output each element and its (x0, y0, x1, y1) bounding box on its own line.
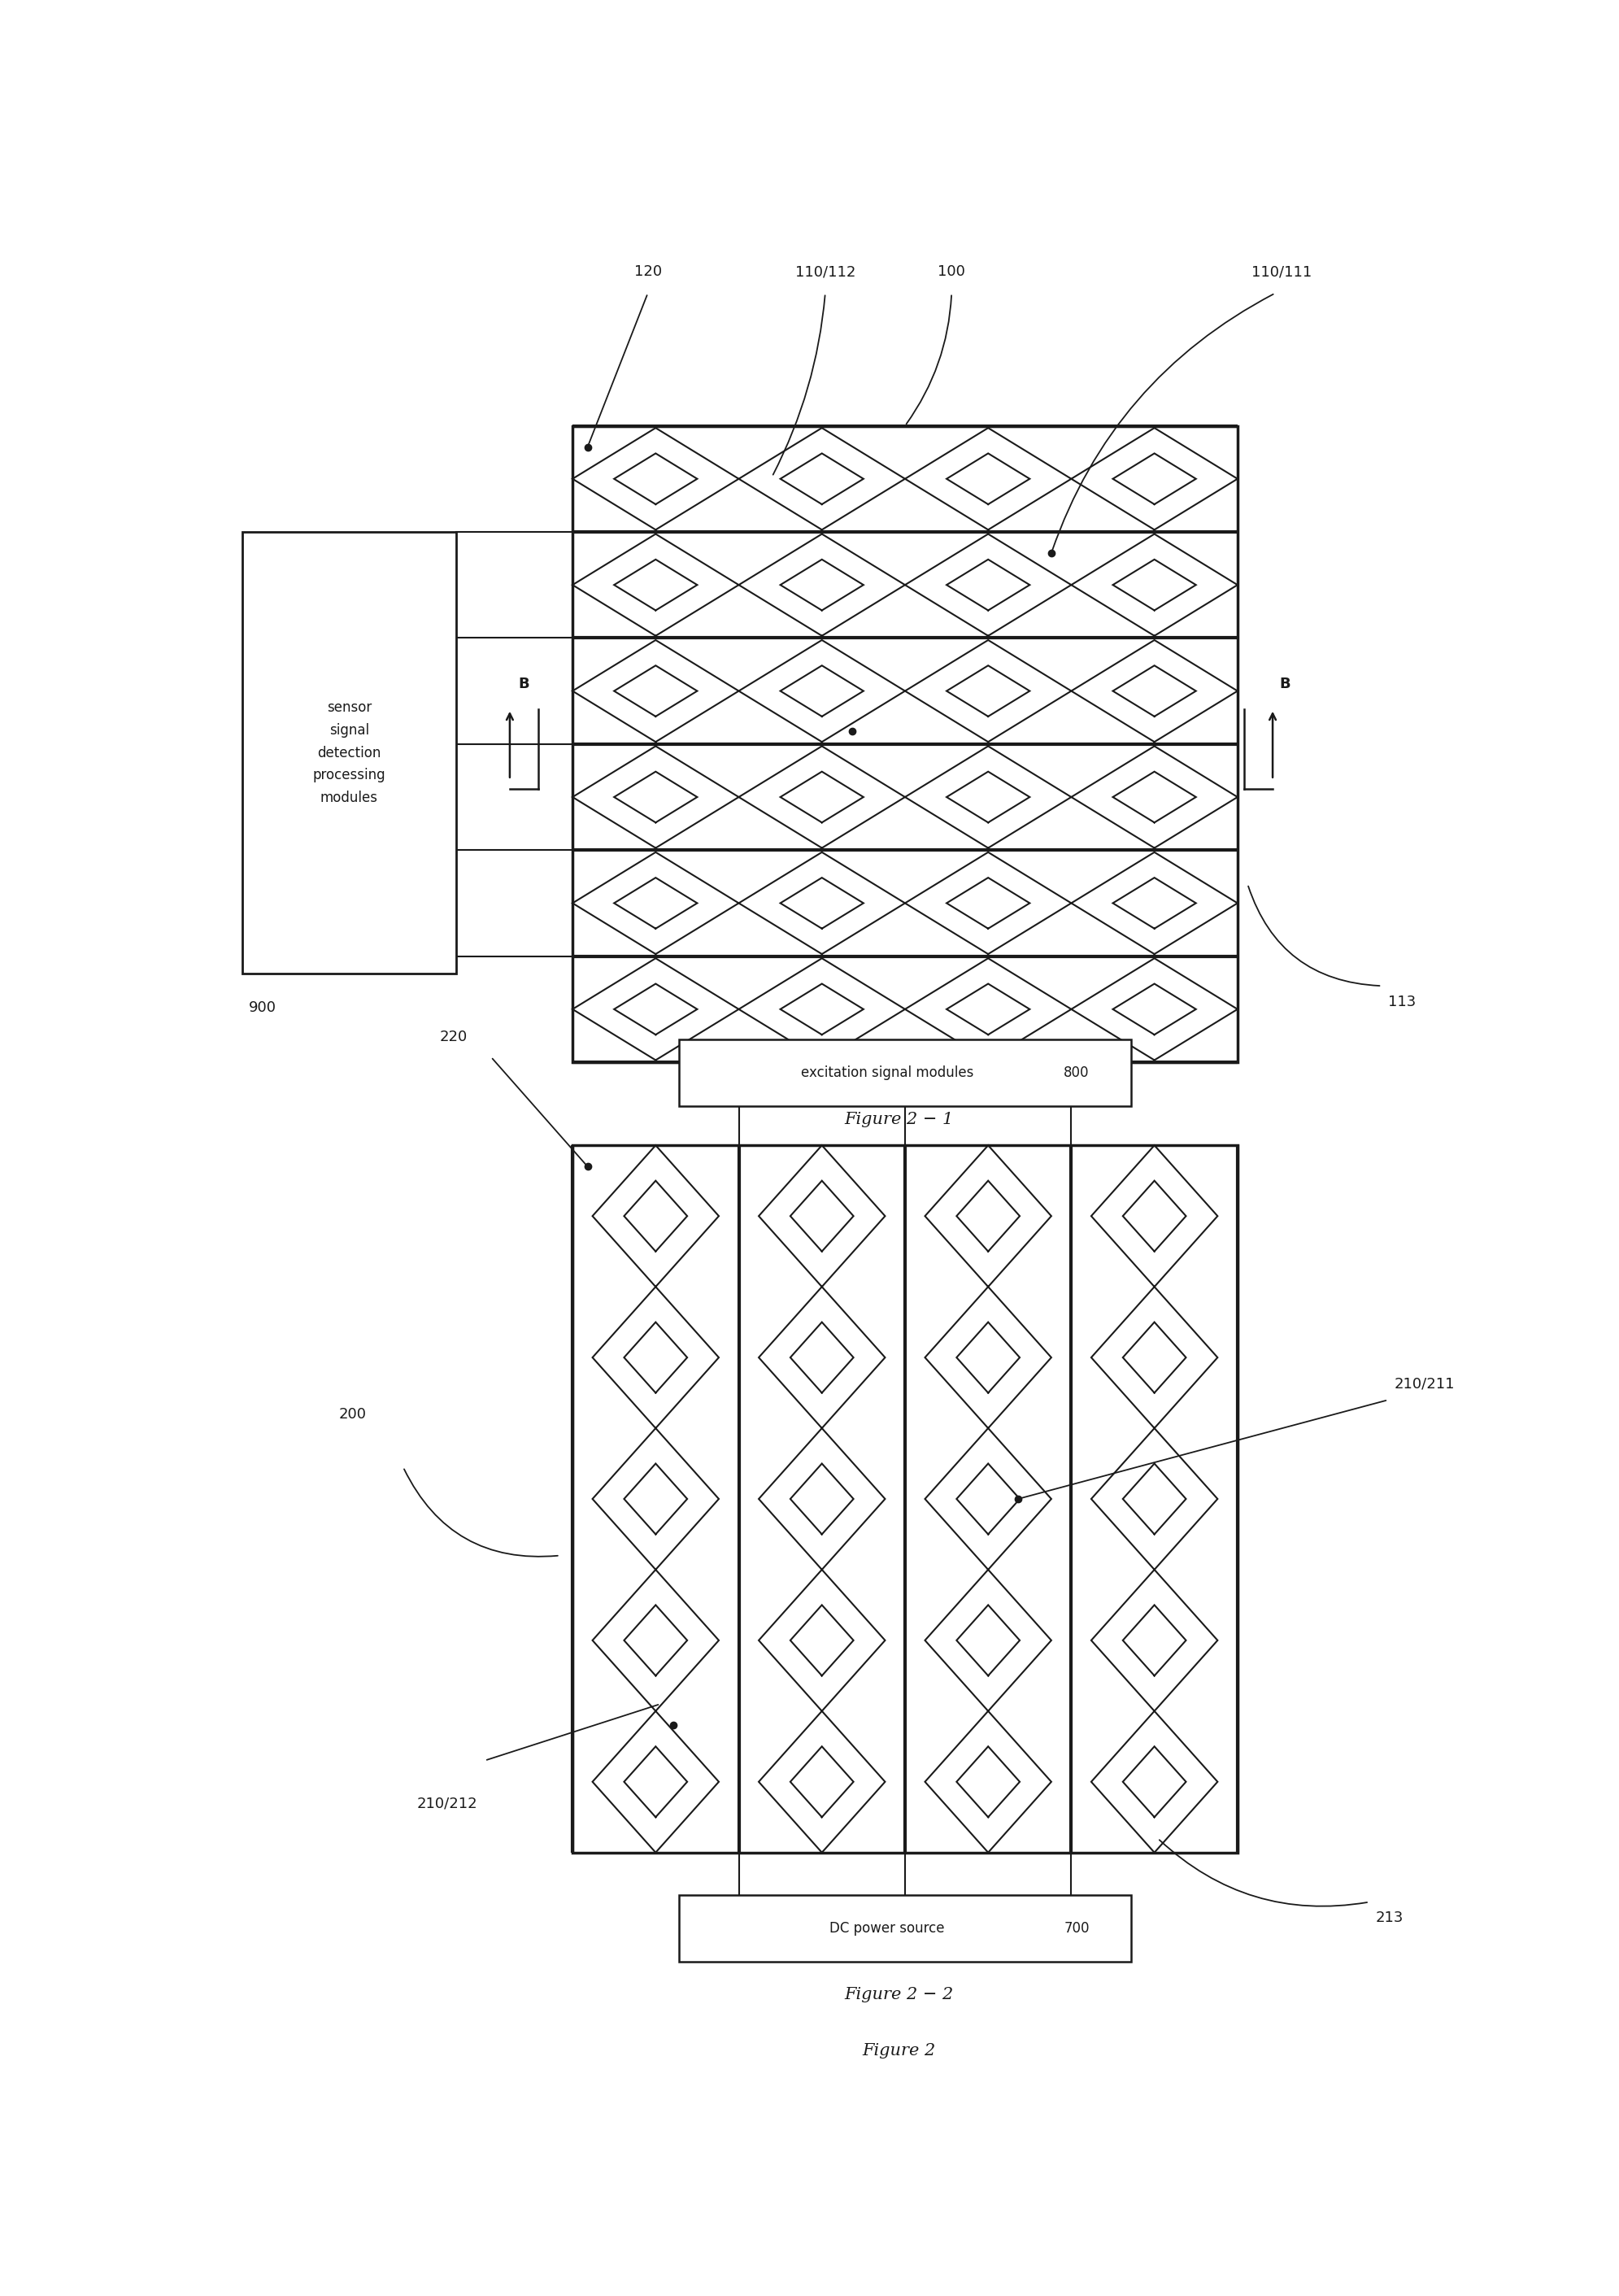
Text: 110/111: 110/111 (1251, 264, 1311, 280)
Text: Figure 2 − 2: Figure 2 − 2 (843, 1986, 954, 2002)
Bar (680, 1894, 1132, 1963)
Bar (573, 1146, 1237, 1853)
Text: B: B (518, 677, 529, 691)
Bar (573, 425, 1237, 1063)
Text: 100: 100 (937, 264, 965, 280)
Text: 200: 200 (338, 1407, 368, 1421)
Text: 800: 800 (1064, 1065, 1090, 1079)
Text: B: B (1279, 677, 1290, 691)
Bar (680, 1040, 1132, 1107)
Text: 213: 213 (1376, 1910, 1404, 1926)
Text: Figure 2: Figure 2 (861, 2043, 936, 2060)
Text: 900: 900 (249, 1001, 277, 1015)
Text: 210/212: 210/212 (416, 1795, 478, 1812)
Text: 220: 220 (439, 1031, 468, 1045)
Bar (243, 533, 457, 974)
Text: 120: 120 (635, 264, 662, 280)
Text: Figure 2 − 1: Figure 2 − 1 (843, 1111, 954, 1127)
Text: excitation signal modules: excitation signal modules (801, 1065, 973, 1079)
Text: 110/112: 110/112 (795, 264, 855, 280)
Text: 700: 700 (1064, 1922, 1090, 1936)
Text: sensor
signal
detection
processing
modules: sensor signal detection processing modul… (312, 700, 385, 806)
Text: 113: 113 (1387, 994, 1417, 1010)
Text: DC power source: DC power source (829, 1922, 944, 1936)
Text: 210/211: 210/211 (1394, 1375, 1455, 1391)
